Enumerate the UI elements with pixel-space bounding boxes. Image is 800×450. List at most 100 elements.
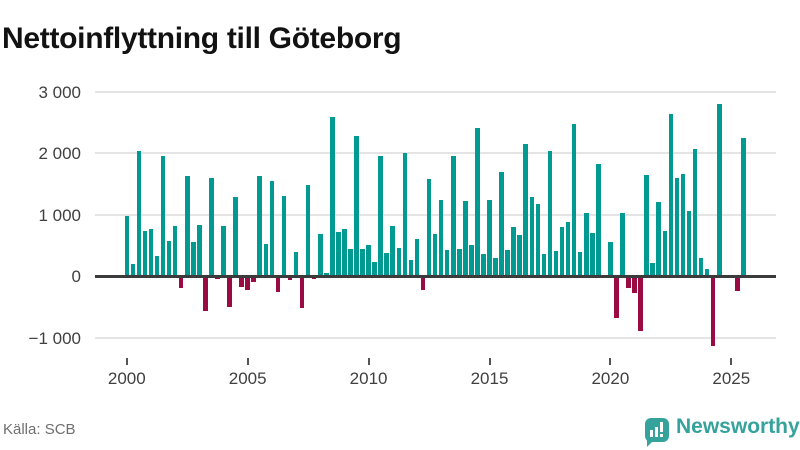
x-axis-tick <box>246 358 249 365</box>
positive-bar <box>487 199 492 276</box>
y-axis-tick-label: 2 000 <box>38 144 81 163</box>
positive-bar <box>704 269 710 276</box>
positive-bar <box>366 245 371 276</box>
x-axis-tick-label: 2010 <box>349 369 388 388</box>
x-axis-tick-label: 2015 <box>470 369 509 388</box>
positive-bar <box>414 239 420 276</box>
positive-bar <box>650 263 655 276</box>
positive-bar <box>142 230 148 276</box>
positive-bar <box>323 272 329 276</box>
positive-bar <box>342 228 347 276</box>
positive-bar <box>124 216 130 276</box>
positive-bar <box>305 184 311 276</box>
positive-bar <box>535 204 541 276</box>
positive-bar <box>408 260 414 276</box>
newsworthy-logo[interactable]: Newsworthy <box>643 414 800 447</box>
positive-bar <box>589 233 595 276</box>
y-axis-tick-label: 0 <box>71 267 81 286</box>
positive-bar <box>620 212 625 276</box>
positive-bar <box>469 244 474 276</box>
positive-bar <box>426 179 432 276</box>
y-axis-tick-label: −1 000 <box>28 328 81 348</box>
positive-bar <box>293 252 299 276</box>
negative-bar <box>614 276 619 319</box>
negative-bar <box>638 276 643 331</box>
positive-bar <box>668 114 674 276</box>
positive-bar <box>136 151 142 276</box>
positive-bar <box>517 234 523 276</box>
positive-bar <box>172 226 178 276</box>
positive-bar <box>662 230 668 276</box>
positive-bar <box>184 176 190 276</box>
positive-bar <box>680 174 686 276</box>
positive-bar <box>209 177 214 276</box>
negative-bar <box>299 276 305 308</box>
positive-bar <box>456 249 462 276</box>
x-axis-tick <box>488 358 491 365</box>
positive-bar <box>330 116 335 276</box>
negative-bar <box>626 276 631 289</box>
newsworthy-bar-chart-bubble-icon <box>645 418 670 447</box>
positive-bar <box>281 196 287 276</box>
positive-bar <box>444 249 450 276</box>
positive-bar <box>432 234 438 276</box>
positive-bar <box>596 163 601 276</box>
positive-bar <box>221 226 226 276</box>
negative-bar <box>632 276 637 293</box>
negative-bar <box>251 276 257 282</box>
x-axis-tick <box>609 358 612 365</box>
negative-bar <box>227 276 232 307</box>
negative-bar <box>239 276 244 287</box>
negative-bar <box>287 276 293 281</box>
positive-bar <box>450 156 456 276</box>
negative-bar <box>245 276 250 290</box>
positive-bar <box>390 226 396 276</box>
positive-bar <box>336 231 341 276</box>
gridline <box>95 90 776 93</box>
positive-bar <box>197 225 202 276</box>
positive-bar <box>577 252 583 276</box>
negative-bar <box>710 276 716 347</box>
x-axis-tick-label: 2025 <box>712 369 751 388</box>
positive-bar <box>166 240 172 276</box>
zero-axis-line <box>95 274 776 278</box>
positive-bar <box>493 258 498 276</box>
positive-bar <box>529 197 535 276</box>
gridline <box>95 152 776 154</box>
positive-bar <box>644 174 649 276</box>
positive-bar <box>402 153 408 276</box>
source-label: Källa: SCB <box>3 421 76 438</box>
positive-bar <box>269 180 275 276</box>
positive-bar <box>674 177 680 276</box>
positive-bar <box>523 143 529 276</box>
positive-bar <box>438 200 444 276</box>
positive-bar <box>384 252 390 276</box>
x-axis-tick-label: 2005 <box>228 369 267 388</box>
positive-bar <box>348 248 353 276</box>
positive-bar <box>317 233 323 276</box>
positive-bar <box>559 227 565 276</box>
negative-bar <box>735 276 740 292</box>
positive-bar <box>372 261 377 276</box>
positive-bar <box>190 242 196 276</box>
x-axis-tick-label: 2020 <box>591 369 630 388</box>
positive-bar <box>656 201 662 276</box>
positive-bar <box>263 244 269 276</box>
negative-bar <box>275 276 281 292</box>
positive-bar <box>698 258 704 276</box>
negative-bar <box>215 276 220 280</box>
positive-bar <box>741 138 746 276</box>
positive-bar <box>499 172 504 276</box>
gridline <box>95 336 776 339</box>
positive-bar <box>463 200 468 276</box>
positive-bar <box>481 253 486 276</box>
positive-bar <box>686 211 692 276</box>
positive-bar <box>547 150 553 276</box>
positive-bar <box>511 226 516 276</box>
x-axis-tick-label: 2000 <box>107 369 146 388</box>
positive-bar <box>505 249 510 276</box>
positive-bar <box>553 250 559 276</box>
gridline <box>95 213 776 216</box>
positive-bar <box>360 248 365 276</box>
